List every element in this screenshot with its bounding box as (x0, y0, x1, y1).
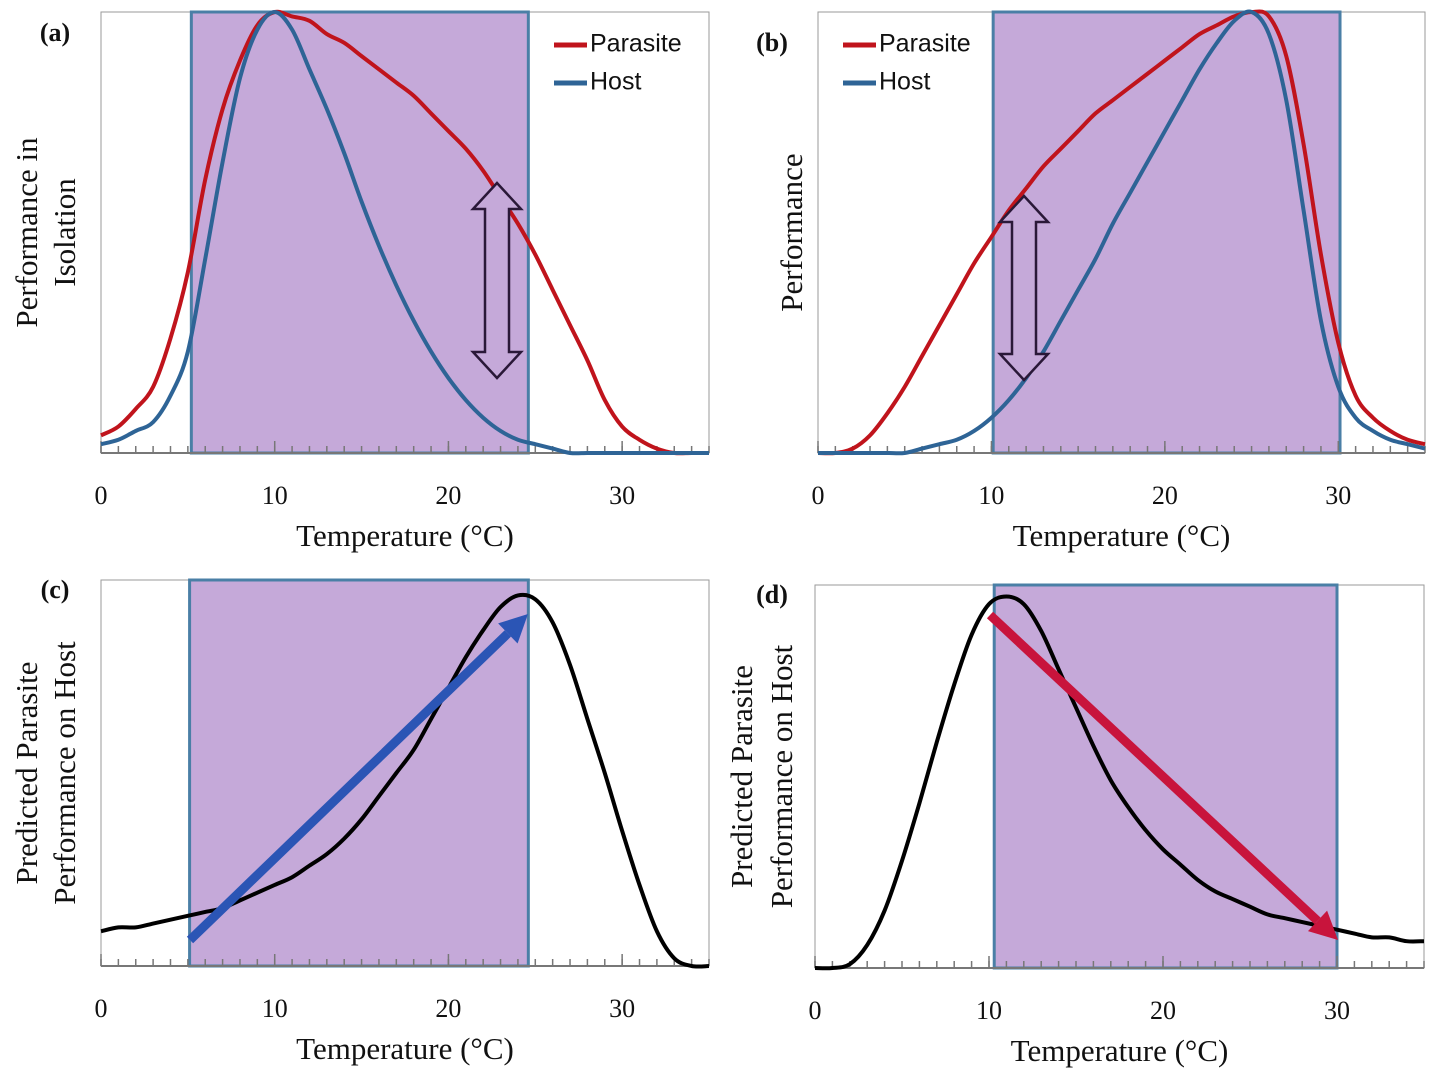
temperature-band (991, 10, 1342, 455)
trend-arrowhead (1307, 910, 1338, 940)
y-axis-label: Performance on Host (764, 644, 799, 908)
x-tick-label: 20 (435, 994, 461, 1023)
y-axis-label: Performance in (9, 137, 44, 328)
temperature-band (189, 10, 530, 455)
x-axis-label: Temperature (°C) (1013, 518, 1231, 553)
x-tick-label: 20 (435, 481, 461, 510)
legend-label: Host (590, 68, 641, 96)
y-axis-label: Predicted Parasite (9, 662, 44, 885)
panel-label: (a) (40, 18, 70, 47)
double-arrow (997, 194, 1051, 382)
trend-arrowhead (498, 614, 528, 644)
x-tick-label: 30 (1324, 996, 1350, 1025)
x-tick-label: 10 (976, 996, 1002, 1025)
series-line (100, 592, 710, 969)
double-arrow (470, 181, 524, 380)
trend-arrow (986, 611, 1321, 925)
x-tick-label: 0 (95, 481, 108, 510)
x-axis-label: Temperature (°C) (1011, 1033, 1229, 1068)
x-tick-label: 0 (95, 994, 108, 1023)
panel-label: (d) (756, 580, 788, 609)
x-tick-label: 20 (1152, 481, 1178, 510)
foreground-layer: 0 10 20 30 Temperature (°C) Performance in Iso… (9, 9, 1426, 1068)
x-tick-label: 20 (1150, 996, 1176, 1025)
x-tick-label: 0 (809, 996, 822, 1025)
y-axis-label: Performance (774, 153, 809, 311)
x-tick-label: 10 (978, 481, 1004, 510)
x-tick-label: 10 (262, 481, 288, 510)
x-axis-label: Temperature (°C) (296, 518, 514, 553)
x-tick-label: 30 (609, 994, 635, 1023)
panel-label: (b) (756, 28, 788, 57)
y-axis-label: Isolation (47, 178, 82, 287)
trend-arrow (186, 630, 511, 944)
x-tick-label: 10 (262, 994, 288, 1023)
series-line (100, 9, 709, 456)
x-axis-label: Temperature (°C) (296, 1031, 514, 1066)
series-line (818, 9, 1426, 456)
y-axis-label: Predicted Parasite (724, 665, 759, 888)
x-tick-label: 0 (812, 481, 825, 510)
background-layer (100, 10, 1426, 970)
x-tick-label: 30 (1325, 481, 1351, 510)
series-line (817, 9, 1426, 456)
legend-label: Parasite (590, 30, 682, 58)
x-tick-label: 30 (609, 481, 635, 510)
panel-label: (c) (41, 575, 70, 604)
legend-label: Parasite (879, 30, 971, 58)
y-axis-label: Performance on Host (47, 641, 82, 905)
legend-label: Host (879, 68, 930, 96)
series-line (100, 10, 709, 456)
